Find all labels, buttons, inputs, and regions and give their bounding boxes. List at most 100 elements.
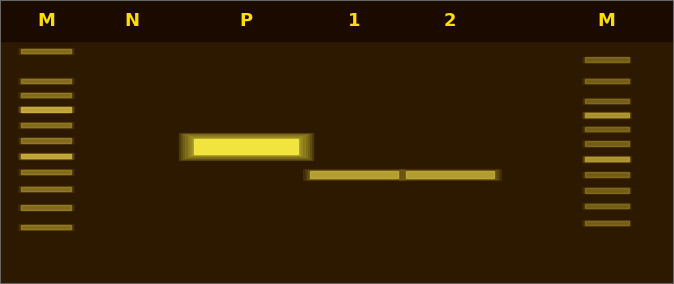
Bar	[20, 205, 72, 210]
Bar	[18, 153, 74, 159]
Bar	[582, 57, 631, 63]
Bar	[403, 170, 497, 179]
Bar	[585, 79, 629, 83]
Bar	[187, 136, 305, 156]
Bar	[584, 112, 630, 118]
Bar	[584, 203, 630, 208]
Ellipse shape	[198, 67, 476, 206]
Bar	[20, 186, 72, 191]
Bar	[583, 187, 630, 193]
Bar	[19, 169, 73, 175]
Bar	[19, 186, 73, 192]
Bar	[583, 78, 630, 84]
Bar	[584, 98, 630, 103]
Bar	[21, 205, 71, 210]
Bar	[20, 225, 72, 230]
Bar	[20, 169, 72, 174]
Bar	[584, 188, 630, 193]
Bar	[20, 78, 72, 83]
Ellipse shape	[314, 125, 360, 148]
Bar	[21, 49, 71, 53]
Bar	[308, 171, 400, 179]
Bar	[585, 127, 629, 131]
Bar	[194, 139, 298, 154]
Bar	[406, 171, 494, 178]
Bar	[18, 122, 74, 128]
Bar	[191, 138, 301, 154]
Bar	[18, 169, 74, 175]
Bar	[401, 170, 499, 179]
Bar	[179, 133, 313, 160]
Bar	[583, 156, 630, 162]
Bar	[582, 140, 631, 147]
Bar	[585, 172, 629, 177]
Text: 2: 2	[444, 12, 456, 30]
Bar	[21, 225, 71, 229]
Bar	[19, 224, 73, 230]
Bar	[20, 93, 72, 98]
Bar	[18, 137, 74, 144]
Bar	[583, 112, 630, 118]
Text: N: N	[124, 12, 139, 30]
Text: 1: 1	[348, 12, 360, 30]
Bar	[582, 78, 631, 84]
Bar	[583, 203, 630, 209]
Bar	[21, 154, 71, 158]
Bar	[584, 78, 630, 83]
Bar	[583, 141, 630, 146]
Bar	[18, 204, 74, 210]
Bar	[19, 153, 73, 159]
Bar	[585, 221, 629, 225]
Bar	[20, 49, 72, 54]
Bar	[21, 170, 71, 174]
Bar	[582, 126, 631, 132]
Bar	[19, 92, 73, 98]
Bar	[404, 171, 496, 179]
Bar	[18, 106, 74, 112]
Bar	[585, 57, 629, 62]
Bar	[584, 220, 630, 225]
Bar	[21, 107, 71, 112]
Bar	[582, 156, 631, 162]
Text: M: M	[598, 12, 615, 30]
Bar	[18, 92, 74, 98]
Bar	[585, 113, 629, 117]
Ellipse shape	[221, 79, 453, 194]
Bar	[585, 141, 629, 146]
Ellipse shape	[244, 90, 430, 183]
Bar	[0, 0, 674, 41]
Ellipse shape	[268, 102, 406, 171]
Bar	[19, 122, 73, 128]
Bar	[303, 169, 404, 180]
Bar	[183, 134, 309, 158]
Bar	[21, 93, 71, 97]
Bar	[584, 141, 630, 146]
Bar	[583, 57, 630, 62]
Bar	[584, 127, 630, 132]
Bar	[582, 203, 631, 209]
Bar	[18, 186, 74, 192]
Bar	[305, 170, 403, 179]
Text: M: M	[37, 12, 55, 30]
Bar	[584, 57, 630, 62]
Bar	[583, 172, 630, 178]
Text: P: P	[239, 12, 253, 30]
Ellipse shape	[175, 56, 499, 217]
Bar	[19, 78, 73, 84]
Bar	[583, 220, 630, 226]
Bar	[20, 154, 72, 159]
Bar	[18, 78, 74, 84]
Bar	[584, 172, 630, 177]
Bar	[19, 106, 73, 112]
Bar	[185, 135, 307, 157]
Bar	[20, 138, 72, 143]
Bar	[19, 48, 73, 54]
Bar	[583, 98, 630, 104]
Bar	[310, 171, 398, 178]
Bar	[582, 98, 631, 104]
Bar	[582, 220, 631, 226]
Bar	[21, 187, 71, 191]
Bar	[585, 157, 629, 161]
Bar	[20, 107, 72, 112]
Bar	[585, 99, 629, 103]
